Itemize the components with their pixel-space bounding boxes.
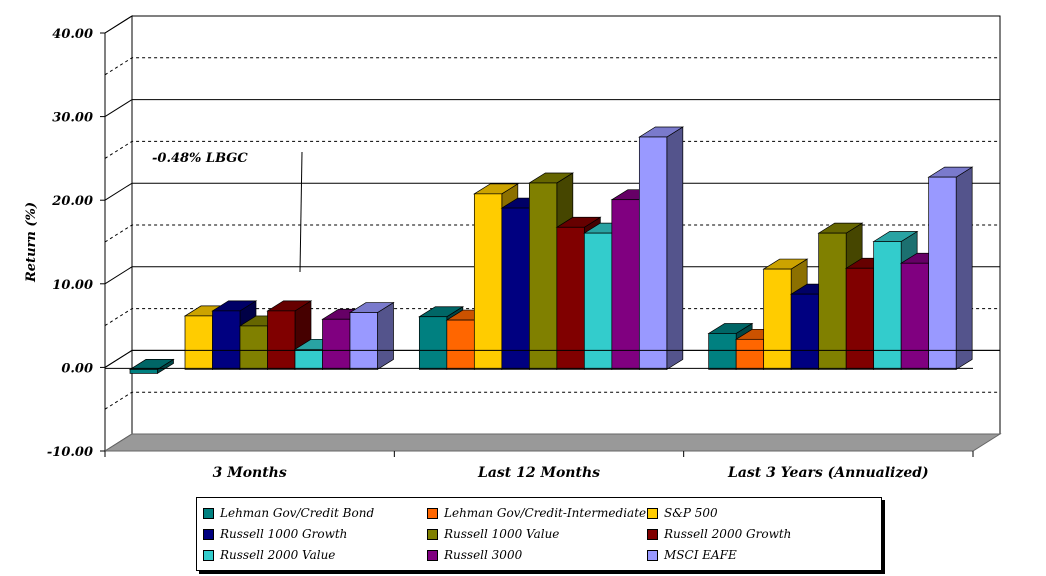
zero-line <box>104 349 1000 368</box>
bars <box>128 126 974 375</box>
minor-gridline <box>104 140 1000 159</box>
bar <box>348 301 395 371</box>
x-category-label: Last 3 Years (Annualized) <box>727 465 929 481</box>
y-tick-label: 0.00 <box>61 361 93 376</box>
legend-label: Russell 3000 <box>444 548 523 562</box>
major-gridline <box>104 99 1000 118</box>
x-category-label: 3 Months <box>213 465 287 481</box>
legend-swatch <box>427 507 438 519</box>
legend-swatch <box>647 549 658 561</box>
bar-front <box>446 319 475 370</box>
major-gridline <box>104 182 1000 201</box>
minor-gridline <box>104 391 1000 410</box>
legend-item: Lehman Gov/Credit Bond <box>203 504 374 522</box>
bar-front <box>473 193 503 370</box>
bar-front <box>129 369 158 374</box>
legend-swatch <box>203 528 214 540</box>
bar-front <box>873 241 902 370</box>
legend-swatch <box>647 528 658 540</box>
bar-front <box>845 267 875 370</box>
bar-side <box>377 301 394 371</box>
major-gridline <box>104 15 1000 34</box>
legend-swatch <box>647 507 658 519</box>
legend-swatch <box>203 549 214 561</box>
minor-gridline <box>104 308 1000 327</box>
legend-item: Russell 1000 Value <box>427 525 559 543</box>
legend-swatch <box>427 549 438 561</box>
y-axis-label: Return (%) <box>24 202 39 283</box>
legend-item: Russell 2000 Value <box>203 546 335 564</box>
bar-front <box>928 176 957 370</box>
legend-label: Lehman Gov/Credit Bond <box>220 506 375 520</box>
bar-front <box>184 315 213 370</box>
x-category-label: Last 12 Months <box>477 465 600 481</box>
bar-front <box>528 182 558 370</box>
legend-swatch <box>427 528 438 540</box>
legend-swatch <box>203 507 214 519</box>
legend-item: MSCI EAFE <box>647 546 737 564</box>
legend-label: S&P 500 <box>664 506 718 520</box>
floor <box>103 433 1002 452</box>
annotation-lbgc: -0.48% LBGC <box>152 151 248 166</box>
axes <box>100 32 1000 457</box>
legend: Lehman Gov/Credit Bond Lehman Gov/Credit-… <box>196 497 882 571</box>
y-tick-label: 20.00 <box>51 194 93 209</box>
bar-front <box>900 262 930 370</box>
annotation-group: -0.48% LBGC <box>152 151 303 273</box>
bar-front <box>556 226 585 370</box>
bar-front <box>735 338 765 370</box>
legend-item: Russell 1000 Growth <box>203 525 347 543</box>
bar-front <box>611 199 640 370</box>
bar-side <box>666 126 684 371</box>
y-tick-label: 30.00 <box>52 111 93 126</box>
bar-front <box>322 318 351 370</box>
y-tick-label: 10.00 <box>52 278 93 293</box>
bar-front <box>638 136 668 370</box>
legend-item: Lehman Gov/Credit-Intermediate <box>427 504 646 522</box>
bar-front <box>418 316 448 370</box>
y-tick-label: 40.00 <box>52 27 93 42</box>
bar <box>128 358 175 375</box>
legend-label: Russell 2000 Growth <box>664 527 792 541</box>
bar-front <box>212 310 241 370</box>
axis-labels: 40.00 30.00 20.00 10.00 0.00 -10.00 3 Months La… <box>47 27 929 481</box>
bar-front <box>763 268 792 370</box>
side-wall <box>104 15 133 452</box>
legend-label: Russell 2000 Value <box>220 548 336 562</box>
legend-item: S&P 500 <box>647 504 718 522</box>
bar <box>638 126 685 371</box>
bar-front <box>501 207 530 370</box>
minor-gridline <box>104 57 1000 76</box>
legend-label: Lehman Gov/Credit-Intermediate <box>444 506 647 520</box>
annotation-leader-line <box>299 151 303 273</box>
legend-label: Russell 1000 Value <box>444 527 560 541</box>
bar-front <box>790 293 820 370</box>
legend-label: MSCI EAFE <box>664 548 737 562</box>
bar-side <box>955 166 973 371</box>
bar-front <box>583 232 613 370</box>
minor-gridline <box>104 224 1000 243</box>
bar-front <box>349 312 378 370</box>
bar-front <box>267 310 296 370</box>
bar-front <box>239 325 268 370</box>
legend-label: Russell 1000 Growth <box>220 527 348 541</box>
y-tick-label: -10.00 <box>47 445 93 460</box>
major-gridline <box>104 266 1000 285</box>
legend-item: Russell 3000 <box>427 546 522 564</box>
bar <box>927 166 974 371</box>
bar-front <box>294 348 323 370</box>
legend-item: Russell 2000 Growth <box>647 525 791 543</box>
bar-front <box>708 333 737 370</box>
bar-front <box>818 232 847 370</box>
